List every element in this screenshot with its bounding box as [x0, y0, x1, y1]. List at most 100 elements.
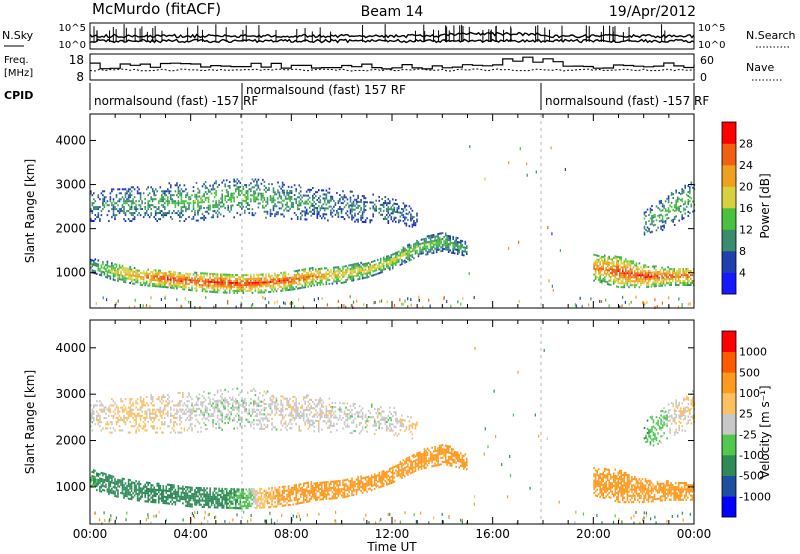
power-cell-b2	[299, 194, 302, 197]
power-cell-b0	[292, 276, 294, 279]
vel-cell-b0	[130, 498, 133, 501]
power-cell-b0	[453, 240, 456, 243]
power-cell-b2	[171, 218, 174, 221]
power-cell-b2	[93, 202, 95, 205]
power-cell-b0	[389, 258, 391, 261]
vel-cell-b0	[176, 497, 178, 500]
power-cell-b2	[219, 213, 222, 216]
power-cell-b0	[373, 273, 376, 276]
power-scatter-cell	[681, 305, 683, 309]
vel-cell-b0	[239, 496, 242, 499]
power-cell-b0	[177, 279, 180, 282]
power-cell-b0	[429, 246, 432, 249]
vel-cell-b0	[312, 493, 314, 496]
power-cell-b1	[602, 260, 604, 263]
power-cell-b2	[180, 210, 183, 213]
vel-cell-b0	[259, 502, 261, 505]
power-cell-b2	[310, 204, 313, 207]
power-scatter-cell	[284, 302, 286, 306]
power-cell-b2	[156, 190, 158, 193]
power-cell-b2	[197, 201, 199, 204]
power-cell-b0	[413, 243, 415, 246]
power-cell-b2	[331, 207, 334, 210]
power-cell-b0	[206, 272, 208, 275]
power-cell-b0	[324, 267, 326, 270]
power-cell-b2	[405, 212, 408, 215]
power-cell-b0	[133, 282, 136, 285]
power-cell-b2	[224, 185, 226, 188]
power-cell-b1	[640, 270, 642, 273]
power-cell-b2	[325, 197, 328, 200]
power-cell-b0	[305, 283, 308, 286]
vel-cell-b0	[310, 483, 313, 486]
vel-cell-b0	[161, 499, 163, 502]
vel-cell-b0	[343, 489, 346, 492]
power-scatter-cell	[689, 302, 691, 306]
power-cell-b2	[177, 204, 180, 207]
power-cell-b1	[623, 286, 626, 289]
power-cell-b0	[456, 241, 459, 244]
vel-cell-b0	[213, 487, 216, 490]
power-cell-b2	[108, 204, 110, 207]
power-cell-b2	[272, 201, 275, 204]
power-cell-b1	[617, 278, 620, 280]
power-cell-b2	[339, 208, 341, 210]
power-cell-b1	[629, 276, 632, 279]
power-cell-b2	[154, 206, 157, 209]
power-scatter-cell	[418, 298, 420, 302]
power-cell-b0	[414, 252, 417, 255]
power-cell-b0	[173, 287, 175, 290]
power-cell-b3	[654, 213, 656, 216]
power-cell-b0	[251, 285, 254, 288]
power-cell-b0	[456, 243, 459, 246]
power-cell-b0	[218, 281, 220, 284]
power-cell-b0	[203, 282, 205, 285]
power-cell-b1	[637, 278, 639, 281]
vel-cell-b0	[114, 490, 116, 493]
vel-cell-b0	[111, 491, 113, 494]
power-cell-b1	[687, 278, 689, 280]
power-cell-b0	[283, 277, 285, 280]
power-cell-b1	[603, 280, 606, 283]
power-cell-b2	[90, 220, 92, 222]
power-cell-b0	[207, 282, 210, 285]
power-cell-b1	[620, 280, 623, 283]
power-cell-b0	[219, 275, 222, 278]
vel-cell-b0	[245, 488, 248, 491]
power-cell-b2	[102, 204, 104, 207]
power-cell-b0	[447, 243, 450, 246]
power-cell-b2	[235, 188, 237, 191]
vel-cell-b0	[225, 488, 228, 491]
power-cell-b1	[688, 270, 691, 273]
power-cell-b2	[324, 213, 326, 216]
power-cell-b1	[599, 261, 601, 264]
power-cell-b2	[269, 212, 272, 215]
vel-cell-b0	[248, 488, 251, 491]
power-cell-b0	[154, 273, 157, 276]
power-cell-b2	[198, 189, 201, 192]
power-cell-b0	[304, 270, 306, 273]
power-cell-b0	[105, 264, 107, 267]
power-cell-b0	[336, 278, 338, 281]
power-cell-b2	[130, 200, 133, 203]
power-cell-b2	[132, 186, 134, 189]
power-cell-b1	[614, 273, 617, 276]
power-scatter-cell	[264, 297, 266, 301]
vel-cell-b0	[138, 493, 140, 496]
power-cell-b1	[683, 274, 686, 277]
vel-cell-b0	[295, 496, 297, 499]
power-cell-b3	[648, 214, 650, 216]
power-cell-b2	[343, 206, 346, 209]
power-cell-b1	[634, 272, 636, 275]
power-cell-b2	[210, 188, 213, 191]
power-cell-b0	[188, 279, 190, 281]
power-cell-b2	[363, 205, 365, 208]
power-cell-b2	[120, 192, 122, 195]
power-cell-b1	[614, 257, 617, 260]
vel-cell-b0	[124, 490, 127, 493]
power-cell-b2	[216, 215, 219, 218]
vel-cell-b0	[304, 499, 306, 502]
power-cell-b1	[650, 283, 653, 286]
power-cell-b0	[392, 261, 394, 264]
power-cell-b0	[250, 279, 252, 282]
